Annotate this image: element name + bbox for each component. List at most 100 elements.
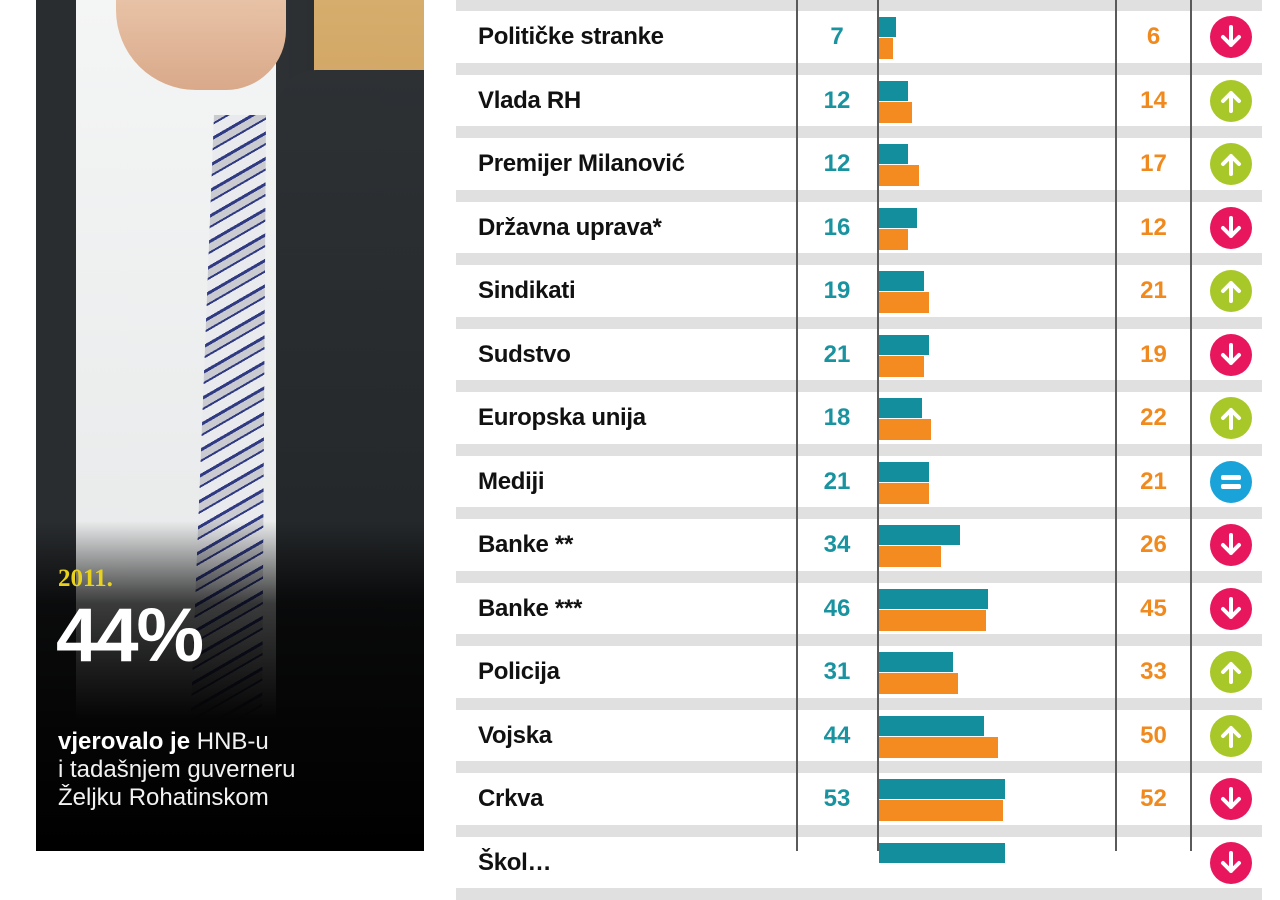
arrow-up-icon	[1210, 79, 1252, 122]
value-later: 52	[1140, 785, 1167, 812]
value-earlier: 19	[823, 277, 851, 304]
arrow-down-icon	[1210, 841, 1252, 884]
row-label: Vlada RH	[478, 86, 581, 114]
row-separator-band	[456, 697, 1262, 710]
value-later	[1117, 837, 1190, 889]
row-label: Sindikati	[478, 277, 576, 304]
value-later: 26	[1140, 531, 1167, 558]
value-earlier: 53	[823, 785, 851, 812]
bar-later	[879, 482, 929, 504]
bar-later	[879, 736, 998, 758]
equal-icon	[1210, 460, 1252, 503]
arrow-down-icon	[1210, 16, 1252, 58]
arrow-down-icon	[1210, 206, 1252, 249]
table-row: Banke *** 46 45	[456, 583, 1262, 635]
value-later: 45	[1140, 594, 1167, 622]
arrow-down-icon	[1210, 587, 1252, 630]
arrow-down-icon	[1210, 778, 1252, 820]
row-separator-band	[456, 62, 1262, 75]
bar-earlier	[879, 715, 984, 736]
callout-year: 2011.	[58, 565, 113, 592]
photo-dark-overlay	[36, 521, 424, 851]
column-divider	[1190, 0, 1192, 851]
callout-caption: vjerovalo je HNB-u i tadašnjem guverneru…	[58, 728, 418, 812]
value-earlier: 12	[823, 86, 851, 114]
arrow-down-icon	[1210, 524, 1252, 566]
bar-earlier	[879, 144, 908, 164]
bar-earlier	[879, 80, 908, 101]
value-earlier: 44	[823, 721, 851, 749]
bar-later	[879, 609, 986, 631]
bar-earlier	[879, 461, 929, 482]
table-row: Crkva 53 52	[456, 773, 1262, 825]
bar-later	[879, 673, 958, 694]
table-row: Policija 31 33	[456, 646, 1262, 698]
row-label: Vojska	[478, 721, 552, 749]
value-earlier: 34	[823, 531, 851, 558]
caption-line1-rest: HNB-u	[190, 728, 269, 755]
row-separator-band	[456, 126, 1262, 138]
trust-table: Političke stranke 7 6 Vlada RH 12 14 Premijer …	[456, 0, 1262, 900]
row-label: Škol…	[478, 848, 552, 876]
value-earlier: 16	[823, 213, 851, 241]
bar-later	[879, 228, 908, 250]
table-row: Škol…	[456, 837, 1262, 889]
row-label: Banke **	[478, 531, 573, 558]
row-separator-band	[456, 0, 1262, 11]
arrow-down-icon	[1210, 333, 1252, 376]
table-row: Vlada RH 12 14	[456, 75, 1262, 127]
table-row: Premijer Milanović 12 17	[456, 138, 1262, 190]
row-separator-band	[456, 761, 1262, 773]
value-earlier: 46	[823, 594, 851, 622]
arrow-up-icon	[1210, 143, 1252, 185]
bar-later	[879, 419, 931, 440]
bar-earlier	[879, 271, 924, 291]
row-label: Premijer Milanović	[478, 150, 685, 177]
table-row: Mediji 21 21	[456, 456, 1262, 508]
arrow-up-icon	[1210, 714, 1252, 757]
bar-later	[879, 38, 893, 59]
value-later: 14	[1140, 86, 1167, 114]
value-later: 22	[1140, 404, 1167, 431]
bar-later	[879, 292, 929, 313]
arrow-up-icon	[1210, 651, 1252, 693]
bar-later	[879, 800, 1003, 821]
value-earlier	[798, 837, 876, 889]
value-later: 50	[1140, 721, 1167, 749]
value-later: 21	[1140, 277, 1167, 304]
bar-earlier	[879, 398, 922, 418]
value-later: 19	[1140, 340, 1167, 368]
bar-later	[879, 165, 919, 186]
bar-later	[879, 546, 941, 567]
value-earlier: 21	[823, 467, 851, 495]
value-later: 17	[1140, 150, 1167, 177]
bar-earlier	[879, 652, 953, 672]
row-label: Europska unija	[478, 404, 646, 431]
arrow-up-icon	[1210, 270, 1252, 312]
row-separator-band	[456, 443, 1262, 456]
value-earlier: 31	[823, 658, 851, 685]
row-label: Policija	[478, 658, 560, 685]
bar-later	[879, 355, 924, 377]
value-earlier: 12	[823, 150, 851, 177]
table-row: Europska unija 18 22	[456, 392, 1262, 444]
row-separator-band	[456, 380, 1262, 392]
row-label: Mediji	[478, 467, 545, 495]
row-separator-band	[456, 634, 1262, 646]
value-later: 6	[1146, 23, 1161, 50]
row-separator-band	[456, 824, 1262, 837]
table-row: Vojska 44 50	[456, 710, 1262, 762]
value-later: 21	[1140, 467, 1167, 495]
caption-bold: vjerovalo je	[58, 728, 191, 755]
table-row: Sudstvo 21 19	[456, 329, 1262, 381]
arrow-up-icon	[1210, 397, 1252, 439]
row-label: Crkva	[478, 785, 544, 812]
column-divider	[1115, 0, 1117, 851]
row-separator-band	[456, 253, 1262, 265]
row-label: Državna uprava*	[478, 213, 662, 241]
value-earlier: 18	[823, 404, 851, 431]
column-divider	[796, 0, 798, 851]
bar-earlier	[879, 779, 1005, 799]
governor-photo-panel: 2011. 44% vjerovalo je HNB-u i tadašnjem…	[36, 0, 424, 851]
caption-line3: Željku Rohatinskom	[58, 784, 269, 811]
